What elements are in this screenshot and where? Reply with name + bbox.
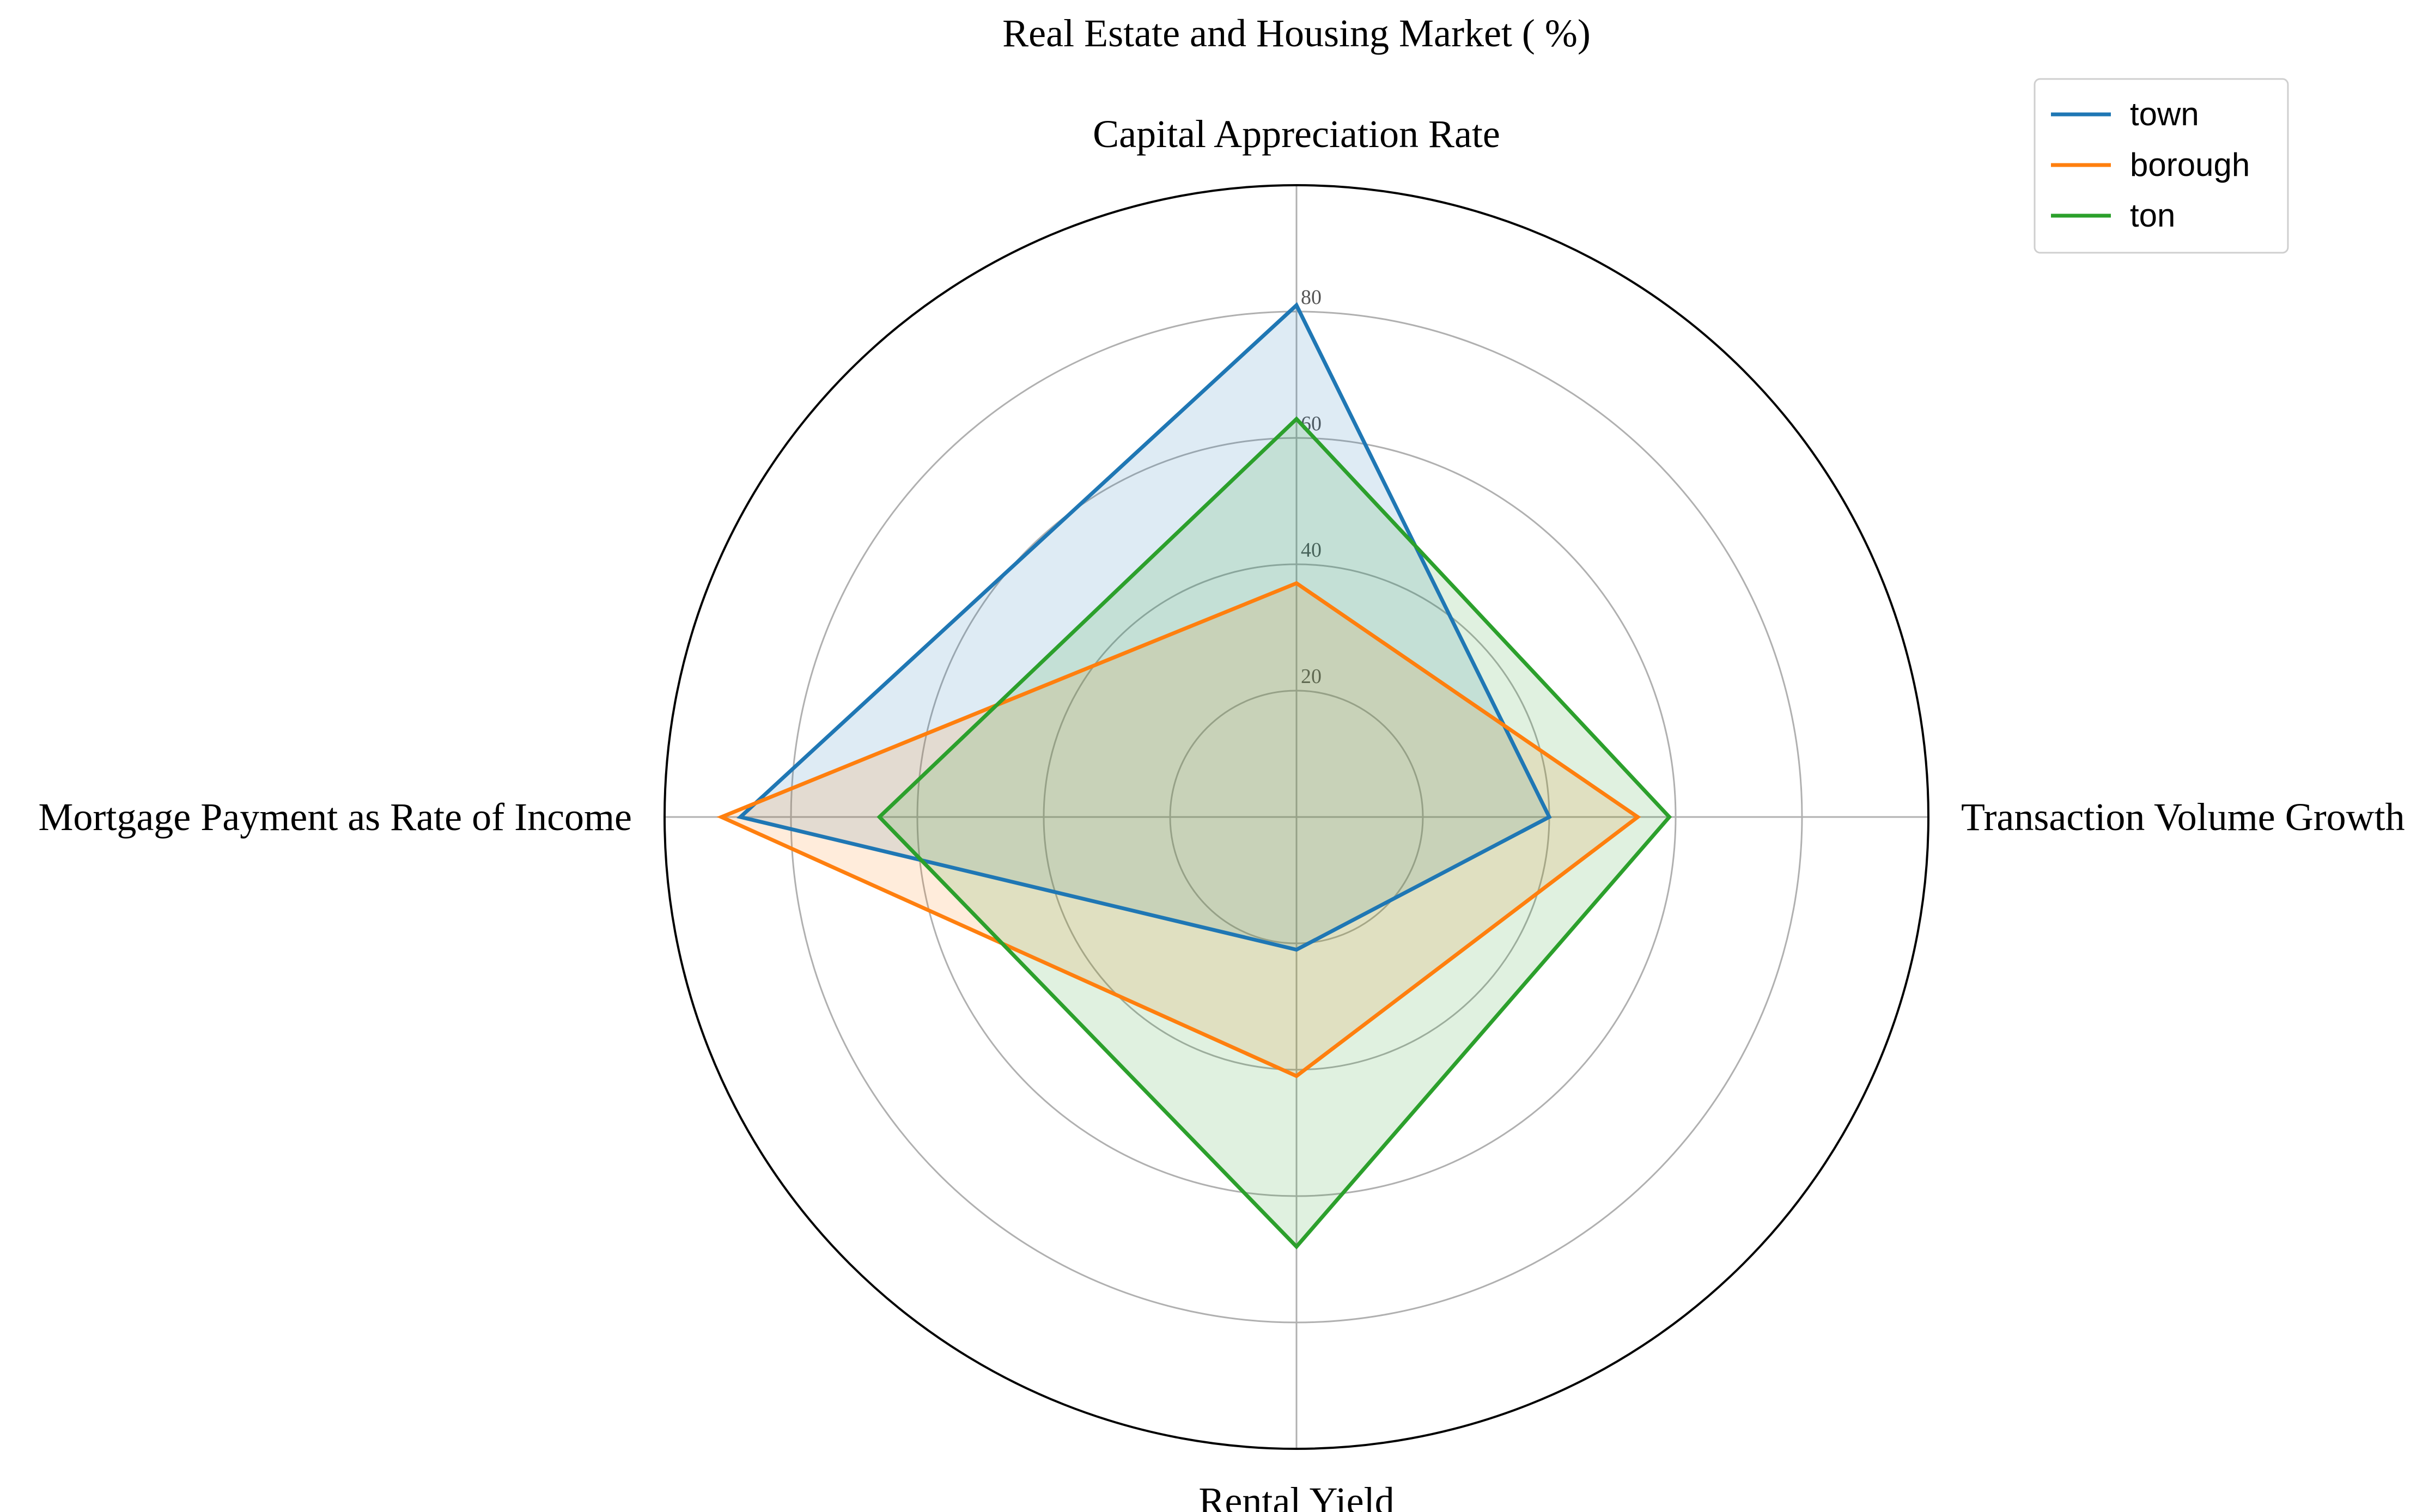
- axis-labels: Capital Appreciation Rate Transaction Vol…: [38, 112, 2404, 1512]
- chart-title: Real Estate and Housing Market ( %): [1002, 11, 1591, 55]
- legend-label: ton: [2130, 197, 2175, 234]
- series-fill-ton: [879, 419, 1670, 1247]
- axis-label: Transaction Volume Growth: [1961, 795, 2405, 839]
- legend-label: town: [2130, 96, 2199, 132]
- legend-label: borough: [2130, 147, 2250, 183]
- series-line-ton: [876, 416, 1672, 1249]
- series-line-borough: [716, 581, 1641, 1078]
- axis-label: Rental Yield: [1198, 1479, 1394, 1512]
- series-fill-town: [740, 305, 1549, 950]
- radial-tick-label: 80: [1301, 286, 1322, 309]
- radial-tick-label: 60: [1301, 412, 1322, 435]
- legend: town borough ton: [2034, 78, 2289, 254]
- axis-label: Mortgage Payment as Rate of Income: [38, 795, 632, 839]
- radial-tick-label: 20: [1301, 665, 1322, 688]
- polar-frame: [663, 184, 1929, 1450]
- axis-label: Capital Appreciation Rate: [1093, 112, 1500, 156]
- series-line-town: [736, 302, 1552, 952]
- radial-grid: 20 40 60 80: [663, 184, 1929, 1450]
- series-polygons: [716, 302, 1672, 1249]
- legend-box: [2034, 78, 2289, 254]
- series-fill-borough: [721, 583, 1638, 1076]
- radial-tick-label: 40: [1301, 539, 1322, 562]
